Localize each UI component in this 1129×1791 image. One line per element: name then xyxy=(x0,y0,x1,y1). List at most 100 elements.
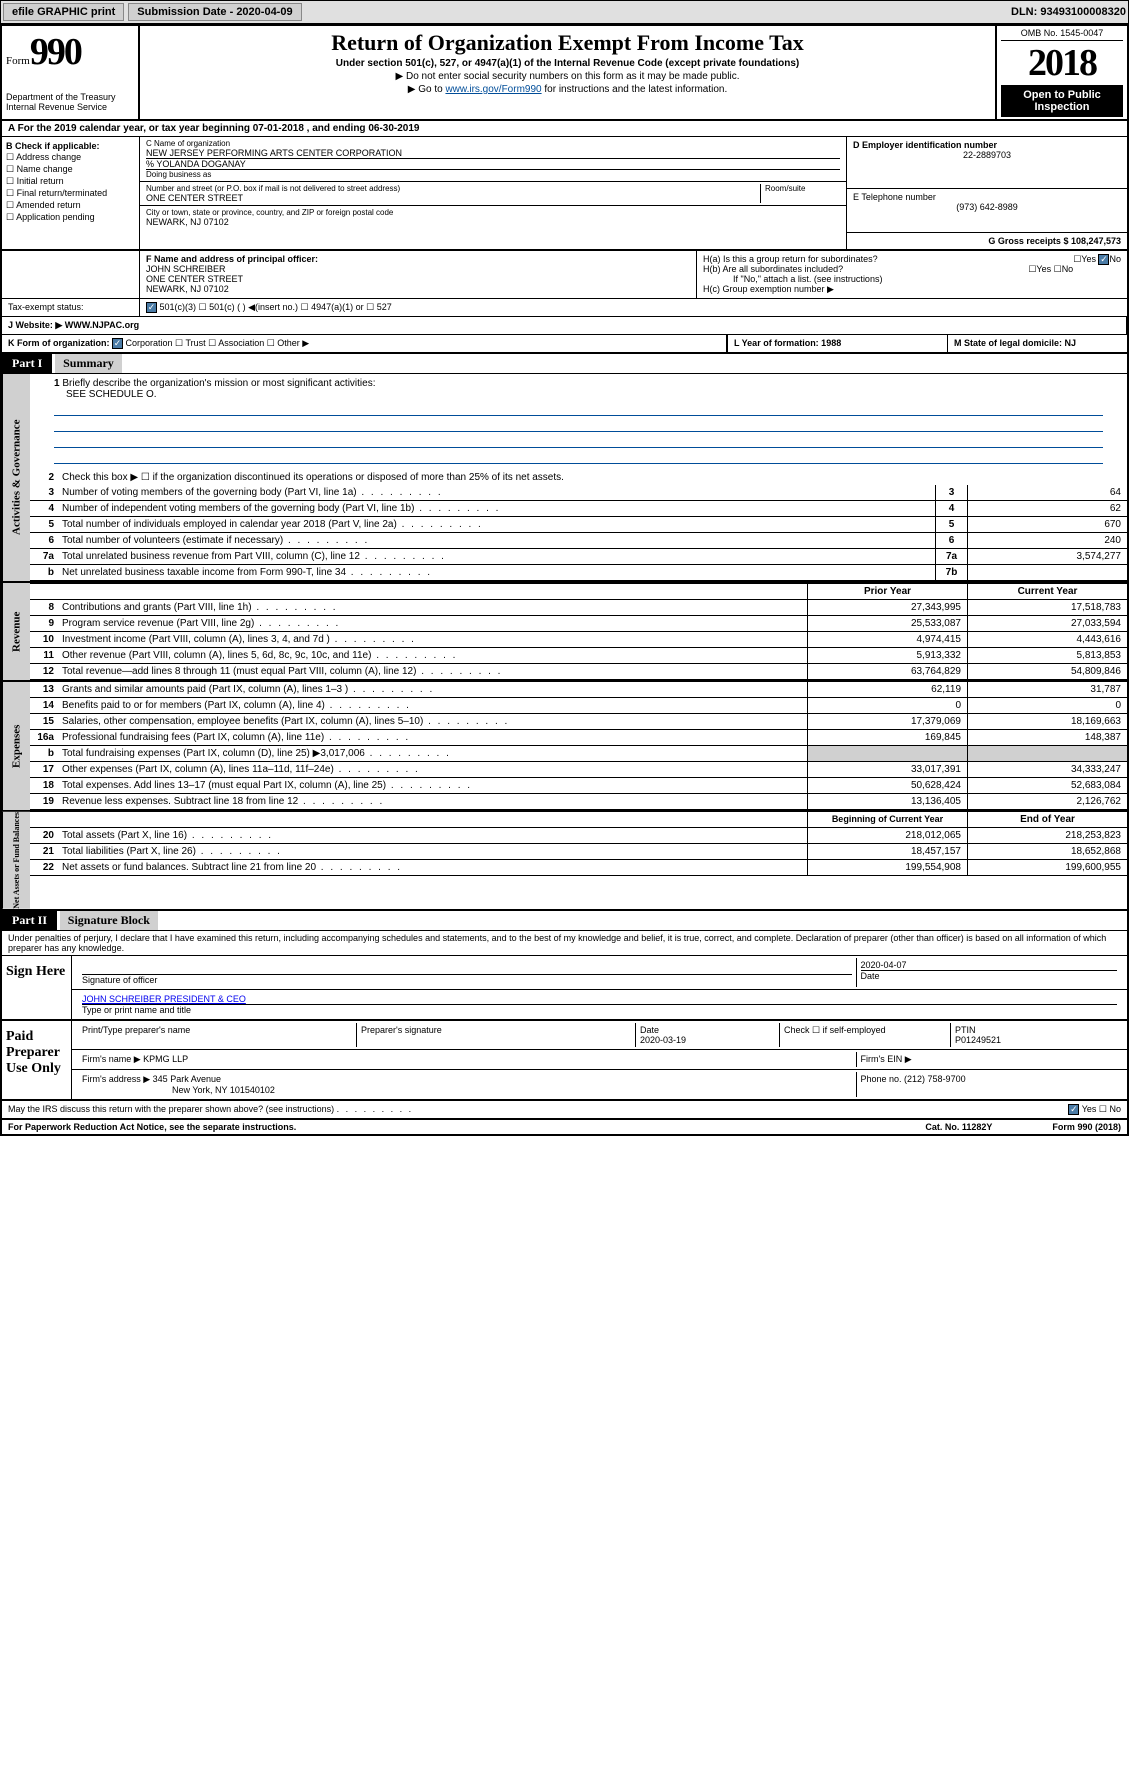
form-word: Form xyxy=(6,55,30,67)
firm-addr: 345 Park Avenue xyxy=(153,1074,221,1084)
table-row: 16aProfessional fundraising fees (Part I… xyxy=(30,730,1127,746)
year-formation: L Year of formation: 1988 xyxy=(727,335,947,352)
hdr-prior: Prior Year xyxy=(807,584,967,599)
goto-post: for instructions and the latest informat… xyxy=(542,84,728,95)
website-value: WWW.NJPAC.org xyxy=(62,320,139,330)
form-footer: For Paperwork Reduction Act Notice, see … xyxy=(2,1120,1127,1134)
dba-label: Doing business as xyxy=(146,169,840,179)
officer-name-title[interactable]: JOHN SCHREIBER PRESIDENT & CEO xyxy=(82,994,246,1004)
table-row: 8Contributions and grants (Part VIII, li… xyxy=(30,600,1127,616)
side-netassets: Net Assets or Fund Balances xyxy=(2,812,30,909)
firm-name-label: Firm's name ▶ xyxy=(82,1054,141,1064)
chk-name[interactable]: ☐ Name change xyxy=(6,164,135,175)
yes-3: Yes xyxy=(1082,1104,1097,1114)
chk-discuss-yes[interactable]: ✓ xyxy=(1068,1104,1079,1115)
table-row: 14Benefits paid to or for members (Part … xyxy=(30,698,1127,714)
ein-value: 22-2889703 xyxy=(853,150,1121,160)
city-state-zip: NEWARK, NJ 07102 xyxy=(146,217,840,227)
firm-name: KPMG LLP xyxy=(143,1054,188,1064)
open-public: Open to Public Inspection xyxy=(1001,85,1123,117)
self-emp-check[interactable]: Check ☐ if self-employed xyxy=(780,1023,951,1047)
exempt-options: 501(c)(3) ☐ 501(c) ( ) ◀(insert no.) ☐ 4… xyxy=(160,302,392,312)
table-row: 15Salaries, other compensation, employee… xyxy=(30,714,1127,730)
discuss-row: May the IRS discuss this return with the… xyxy=(2,1101,1127,1118)
officer-label: F Name and address of principal officer: xyxy=(146,254,690,264)
firm-phone: Phone no. (212) 758-9700 xyxy=(857,1072,1122,1097)
mission-block: 1 Briefly describe the organization's mi… xyxy=(30,374,1127,470)
title-cell: Return of Organization Exempt From Incom… xyxy=(140,26,997,119)
chk-corp[interactable]: ✓ xyxy=(112,338,123,349)
year-cell: OMB No. 1545-0047 2018 Open to Public In… xyxy=(997,26,1127,119)
hc-label: H(c) Group exemption number ▶ xyxy=(703,284,1121,295)
room-label: Room/suite xyxy=(765,184,840,193)
hb-note: If "No," attach a list. (see instruction… xyxy=(703,274,1121,284)
side-revenue: Revenue xyxy=(2,583,30,680)
table-row: bNet unrelated business taxable income f… xyxy=(30,565,1127,581)
officer-info: F Name and address of principal officer:… xyxy=(140,251,697,298)
pra-notice: For Paperwork Reduction Act Notice, see … xyxy=(8,1122,296,1132)
chk-amended[interactable]: ☐ Amended return xyxy=(6,200,135,211)
firm-addr-label: Firm's address ▶ xyxy=(82,1074,150,1084)
table-row: bTotal fundraising expenses (Part IX, co… xyxy=(30,746,1127,762)
table-row: 13Grants and similar amounts paid (Part … xyxy=(30,682,1127,698)
prep-date-label: Date xyxy=(640,1025,659,1035)
chk-final[interactable]: ☐ Final return/terminated xyxy=(6,188,135,199)
part2-header: Part II xyxy=(2,911,57,930)
ha-label: H(a) Is this a group return for subordin… xyxy=(703,254,878,264)
table-row: 20Total assets (Part X, line 16)218,012,… xyxy=(30,828,1127,844)
chk-initial[interactable]: ☐ Initial return xyxy=(6,176,135,187)
chk-501c3[interactable]: ✓ xyxy=(146,302,157,313)
table-row: 3Number of voting members of the governi… xyxy=(30,485,1127,501)
declaration-text: Under penalties of perjury, I declare th… xyxy=(2,931,1127,956)
side-expenses: Expenses xyxy=(2,682,30,810)
part1-title: Summary xyxy=(55,354,122,373)
underline-3 xyxy=(54,434,1103,448)
chk-pending[interactable]: ☐ Application pending xyxy=(6,212,135,223)
hb-label: H(b) Are all subordinates included? xyxy=(703,264,843,274)
phone-value: (973) 642-8989 xyxy=(853,202,1121,212)
officer-name: JOHN SCHREIBER xyxy=(146,264,690,274)
efile-header: efile GRAPHIC print Submission Date - 20… xyxy=(0,0,1129,24)
form-number: 990 xyxy=(30,31,81,73)
underline-1 xyxy=(54,402,1103,416)
sign-here-label: Sign Here xyxy=(2,956,72,1019)
cat-no: Cat. No. 11282Y xyxy=(925,1122,992,1132)
hdr-curr: Current Year xyxy=(967,584,1127,599)
table-row: 11Other revenue (Part VIII, column (A), … xyxy=(30,648,1127,664)
col-b-header: B Check if applicable: xyxy=(6,141,135,151)
l2-desc: Check this box ▶ ☐ if the organization d… xyxy=(58,470,1127,485)
l1-value: SEE SCHEDULE O. xyxy=(54,389,1103,400)
efile-btn[interactable]: efile GRAPHIC print xyxy=(3,3,124,21)
goto-note: ▶ Go to www.irs.gov/Form990 for instruct… xyxy=(148,84,987,95)
officer-addr1: ONE CENTER STREET xyxy=(146,274,690,284)
irs-link[interactable]: www.irs.gov/Form990 xyxy=(445,84,541,95)
sign-date-label: Date xyxy=(861,970,1118,981)
tax-exempt-label: Tax-exempt status: xyxy=(2,299,140,316)
firm-ein-label: Firm's EIN ▶ xyxy=(857,1052,1122,1067)
chk-address[interactable]: ☐ Address change xyxy=(6,152,135,163)
org-name-label: C Name of organization xyxy=(146,139,840,148)
no-1: No xyxy=(1109,254,1121,264)
form-title: Return of Organization Exempt From Incom… xyxy=(148,30,987,56)
care-of: % YOLANDA DOGANAY xyxy=(146,158,840,169)
phone-label: E Telephone number xyxy=(853,192,1121,202)
k-label: K Form of organization: xyxy=(8,338,110,348)
hdr-end: End of Year xyxy=(967,812,1127,827)
sign-date: 2020-04-07 xyxy=(861,960,1118,970)
prep-sig-label: Preparer's signature xyxy=(357,1023,636,1047)
table-row: 17Other expenses (Part IX, column (A), l… xyxy=(30,762,1127,778)
form-990-frame: Form990 Department of the Treasury Inter… xyxy=(0,24,1129,1136)
table-row: 12Total revenue—add lines 8 through 11 (… xyxy=(30,664,1127,680)
table-row: 21Total liabilities (Part X, line 26)18,… xyxy=(30,844,1127,860)
table-row: 19Revenue less expenses. Subtract line 1… xyxy=(30,794,1127,810)
form-ref: Form 990 (2018) xyxy=(1052,1122,1121,1132)
table-row: 6Total number of volunteers (estimate if… xyxy=(30,533,1127,549)
dln: DLN: 93493100008320 xyxy=(1011,6,1126,18)
no-2: No xyxy=(1062,264,1074,274)
table-row: 4Number of independent voting members of… xyxy=(30,501,1127,517)
prep-date: 2020-03-19 xyxy=(640,1035,686,1045)
chk-no[interactable]: ✓ xyxy=(1098,254,1109,265)
table-row: 7aTotal unrelated business revenue from … xyxy=(30,549,1127,565)
omb-number: OMB No. 1545-0047 xyxy=(1001,28,1123,41)
l1-desc: Briefly describe the organization's miss… xyxy=(62,378,375,389)
